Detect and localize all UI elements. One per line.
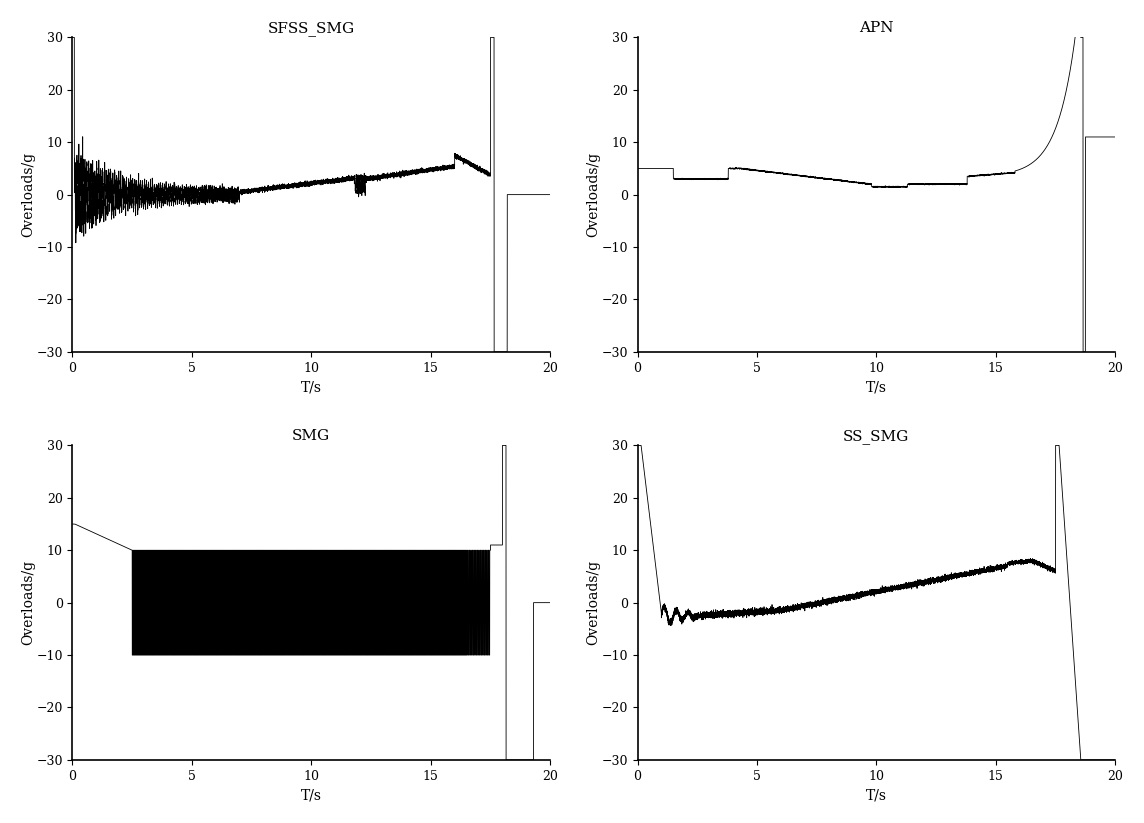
- X-axis label: T/s: T/s: [301, 788, 321, 802]
- Title: APN: APN: [859, 21, 893, 35]
- X-axis label: T/s: T/s: [301, 380, 321, 394]
- Y-axis label: Overloads/g: Overloads/g: [586, 152, 599, 237]
- X-axis label: T/s: T/s: [866, 788, 887, 802]
- Y-axis label: Overloads/g: Overloads/g: [21, 152, 34, 237]
- Y-axis label: Overloads/g: Overloads/g: [586, 560, 599, 645]
- Title: SFSS_SMG: SFSS_SMG: [268, 21, 355, 35]
- Title: SMG: SMG: [292, 429, 331, 443]
- X-axis label: T/s: T/s: [866, 380, 887, 394]
- Y-axis label: Overloads/g: Overloads/g: [21, 560, 34, 645]
- Title: SS_SMG: SS_SMG: [843, 429, 909, 444]
